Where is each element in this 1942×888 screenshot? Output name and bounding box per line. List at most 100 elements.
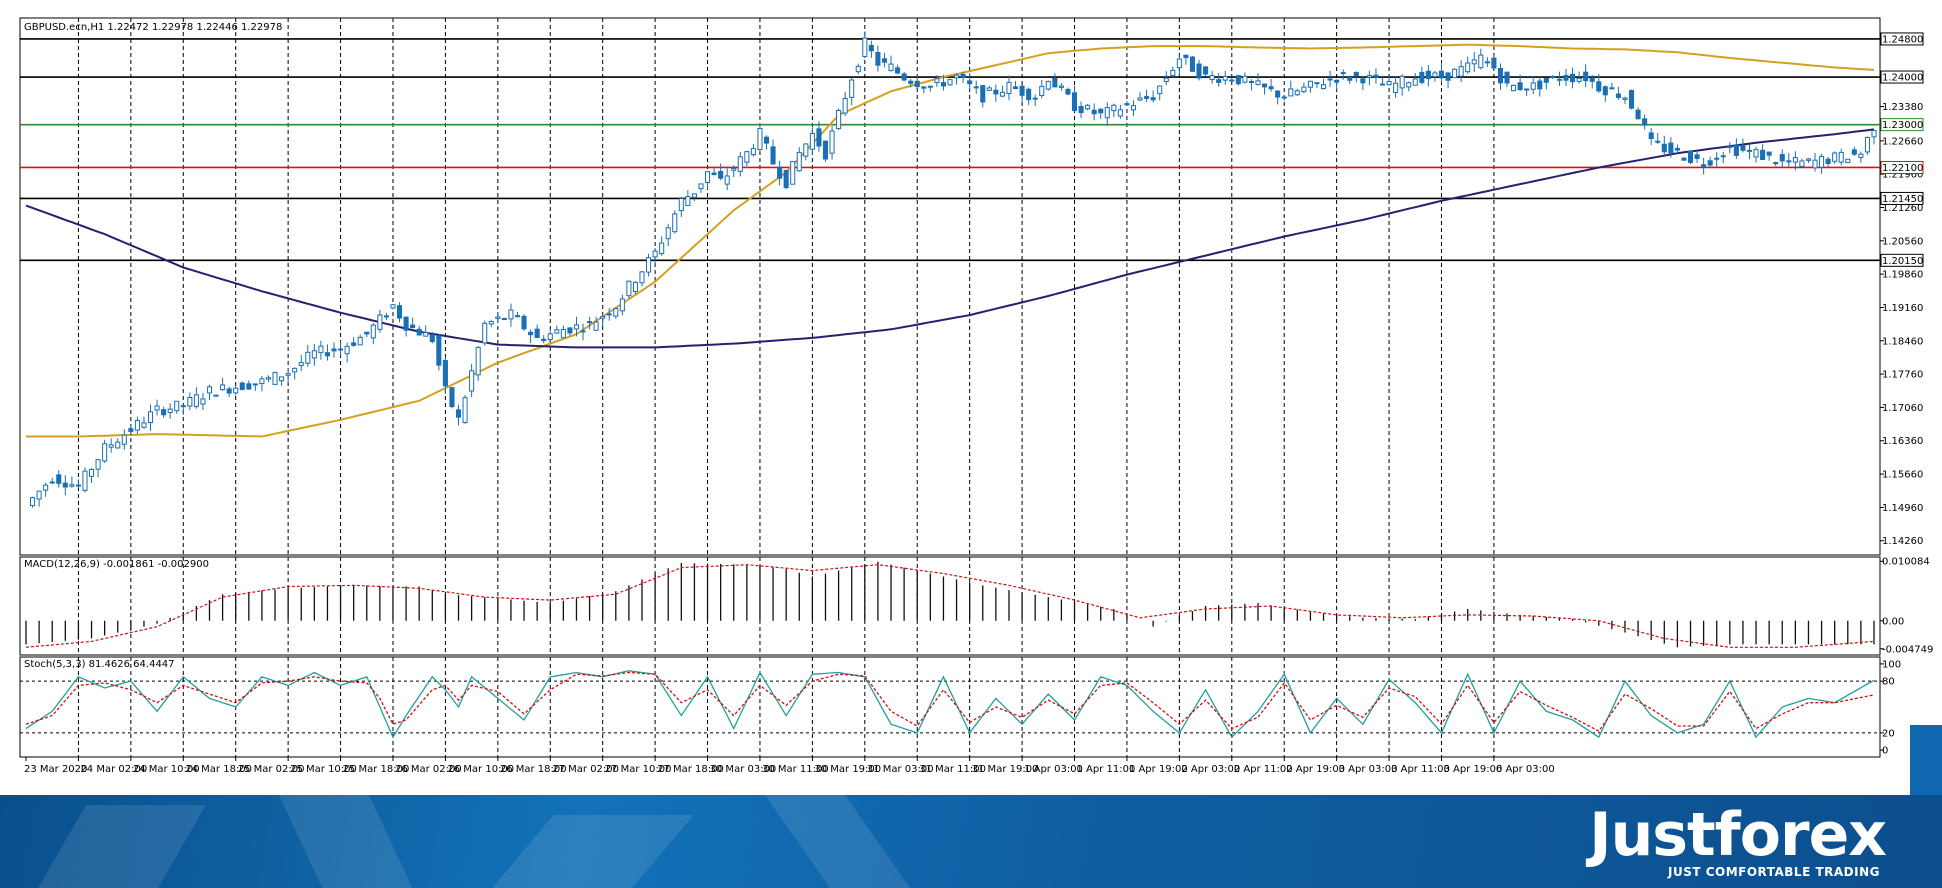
candle-body xyxy=(147,411,154,424)
candle-body xyxy=(370,324,376,339)
candle-body xyxy=(1805,158,1812,161)
candle-body xyxy=(888,63,894,72)
candle-body xyxy=(842,98,848,114)
candle-body xyxy=(383,315,389,318)
level-price-label: 1.21450 xyxy=(1882,194,1923,205)
candle-body xyxy=(1163,77,1169,82)
y-tick-label: 0.00 xyxy=(1882,616,1904,627)
y-tick-label: 0 xyxy=(1882,746,1888,757)
candle-body xyxy=(855,65,861,73)
x-tick-label: 23 Mar 2020 xyxy=(24,764,87,775)
candle-body xyxy=(822,140,829,160)
candle-body xyxy=(685,196,691,207)
candle-body xyxy=(1203,66,1209,75)
candle-body xyxy=(475,346,481,376)
candle-body xyxy=(1144,96,1150,99)
candle-body xyxy=(1766,151,1772,156)
candle-body xyxy=(1779,154,1785,162)
candle-body xyxy=(488,320,494,325)
candle-body xyxy=(731,168,737,171)
candle-body xyxy=(1648,132,1654,139)
candle-body xyxy=(1733,144,1739,156)
candle-body xyxy=(1602,86,1608,96)
candle-body xyxy=(134,420,140,431)
candle-body xyxy=(528,331,534,336)
candle-body xyxy=(1242,75,1248,83)
candle-body xyxy=(403,316,409,331)
candle-body xyxy=(901,73,907,81)
candle-body xyxy=(180,405,186,408)
candle-body xyxy=(1058,85,1064,88)
candle-body xyxy=(1556,78,1562,81)
candle-body xyxy=(167,408,173,413)
price-pane: 1.23380 1.22660 1.21960 1.21260 1.20560 1.198… xyxy=(19,17,1924,556)
candle-body xyxy=(1504,71,1510,84)
stochastic-pane: 100 80 20 0 xyxy=(19,656,1901,758)
y-tick-label: 1.15660 xyxy=(1882,470,1923,481)
candle-body xyxy=(1596,81,1602,92)
candle-body xyxy=(1701,164,1707,168)
level-price-label: 1.24000 xyxy=(1882,73,1923,84)
pane-frame xyxy=(19,556,1881,656)
candle-body xyxy=(1229,79,1235,82)
y-tick-label: 1.17760 xyxy=(1882,370,1923,381)
candle-body xyxy=(560,328,566,339)
candle-body xyxy=(809,132,815,150)
candle-body xyxy=(462,397,468,423)
candle-body xyxy=(665,227,671,240)
candle-body xyxy=(1687,150,1694,163)
candle-body xyxy=(95,459,101,470)
candle-body xyxy=(1674,147,1680,151)
candle-body xyxy=(1799,160,1805,167)
candle-body xyxy=(1281,96,1287,99)
candle-body xyxy=(1189,56,1196,72)
x-tick-label: 24 Mar 10:00 xyxy=(133,764,200,775)
level-price-label: 1.20150 xyxy=(1882,256,1923,267)
candle-body xyxy=(1635,109,1641,120)
candle-body xyxy=(377,314,383,330)
candle-body xyxy=(1262,83,1268,88)
candle-body xyxy=(868,45,874,52)
candle-body xyxy=(1792,157,1798,163)
candle-body xyxy=(993,89,999,95)
candle-body xyxy=(632,281,638,292)
candle-body xyxy=(908,80,914,84)
candle-body xyxy=(724,175,730,185)
x-tick-label: 3 Apr 11:00 xyxy=(1391,764,1450,775)
candle-body xyxy=(1255,80,1261,85)
candle-body xyxy=(1137,97,1143,101)
candle-body xyxy=(324,352,330,357)
candle-body xyxy=(1085,104,1091,110)
candle-body xyxy=(836,109,842,130)
candle-body xyxy=(1150,97,1156,101)
level-price-box xyxy=(1880,70,1924,84)
candle-body xyxy=(331,348,337,352)
candle-body xyxy=(816,128,822,147)
candle-body xyxy=(1111,104,1117,112)
x-tick-label: 3 Apr 19:00 xyxy=(1443,764,1502,775)
candle-body xyxy=(934,78,940,84)
level-price-label: 1.23000 xyxy=(1882,120,1923,131)
candle-body xyxy=(554,329,560,334)
x-tick-label: 1 Apr 03:00 xyxy=(1024,764,1083,775)
candle-body xyxy=(1452,68,1458,79)
candle-body xyxy=(829,130,835,154)
candle-body xyxy=(1864,136,1870,153)
candle-body xyxy=(318,345,324,354)
candle-body xyxy=(115,441,121,449)
candle-body xyxy=(881,58,888,63)
candle-body xyxy=(1681,157,1687,161)
x-tick-label: 24 Mar 02:00 xyxy=(80,764,147,775)
moving-average-fast-line xyxy=(26,43,1875,438)
candle-body xyxy=(154,405,160,411)
candle-body xyxy=(285,373,291,376)
candle-body xyxy=(1694,154,1700,159)
level-price-label: 1.24800 xyxy=(1882,34,1923,45)
candle-body xyxy=(1065,88,1071,95)
candle-body xyxy=(1563,74,1569,81)
candle-body xyxy=(1006,81,1012,94)
brand-banner: Justforex JUST COMFORTABLE TRADING xyxy=(0,795,1942,888)
candle-body xyxy=(1294,90,1300,96)
candle-body xyxy=(1366,75,1372,78)
x-tick-label: 6 Apr 03:00 xyxy=(1496,764,1555,775)
